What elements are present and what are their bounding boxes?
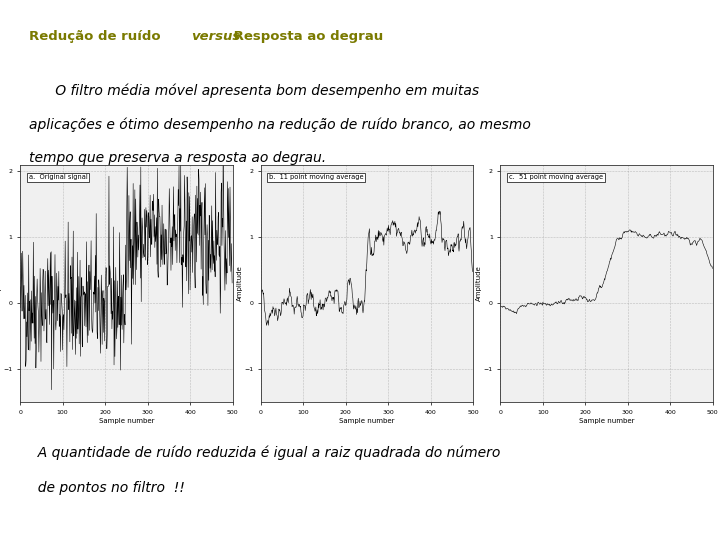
Text: Resposta ao degrau: Resposta ao degrau <box>229 30 383 43</box>
Text: Redução de ruído: Redução de ruído <box>29 30 165 43</box>
X-axis label: Sample number: Sample number <box>99 418 154 424</box>
Text: b.  11 point moving average: b. 11 point moving average <box>269 174 364 180</box>
Y-axis label: Amplitude: Amplitude <box>236 266 243 301</box>
Y-axis label: Amplitude: Amplitude <box>0 266 2 301</box>
Text: A quantidade de ruído reduzida é igual a raiz quadrada do número: A quantidade de ruído reduzida é igual a… <box>29 446 500 460</box>
Text: a.  Original signal: a. Original signal <box>29 174 87 180</box>
Text: aplicações e ótimo desempenho na redução de ruído branco, ao mesmo: aplicações e ótimo desempenho na redução… <box>29 117 531 132</box>
X-axis label: Sample number: Sample number <box>339 418 395 424</box>
Text: versus: versus <box>192 30 240 43</box>
Text: O filtro média móvel apresenta bom desempenho em muitas: O filtro média móvel apresenta bom desem… <box>29 84 479 98</box>
Text: c.  51 point moving average: c. 51 point moving average <box>509 174 603 180</box>
Y-axis label: Amplitude: Amplitude <box>476 266 482 301</box>
Text: tempo que preserva a resposta ao degrau.: tempo que preserva a resposta ao degrau. <box>29 151 326 165</box>
X-axis label: Sample number: Sample number <box>579 418 634 424</box>
Text: de pontos no filtro  !!: de pontos no filtro !! <box>29 481 185 495</box>
